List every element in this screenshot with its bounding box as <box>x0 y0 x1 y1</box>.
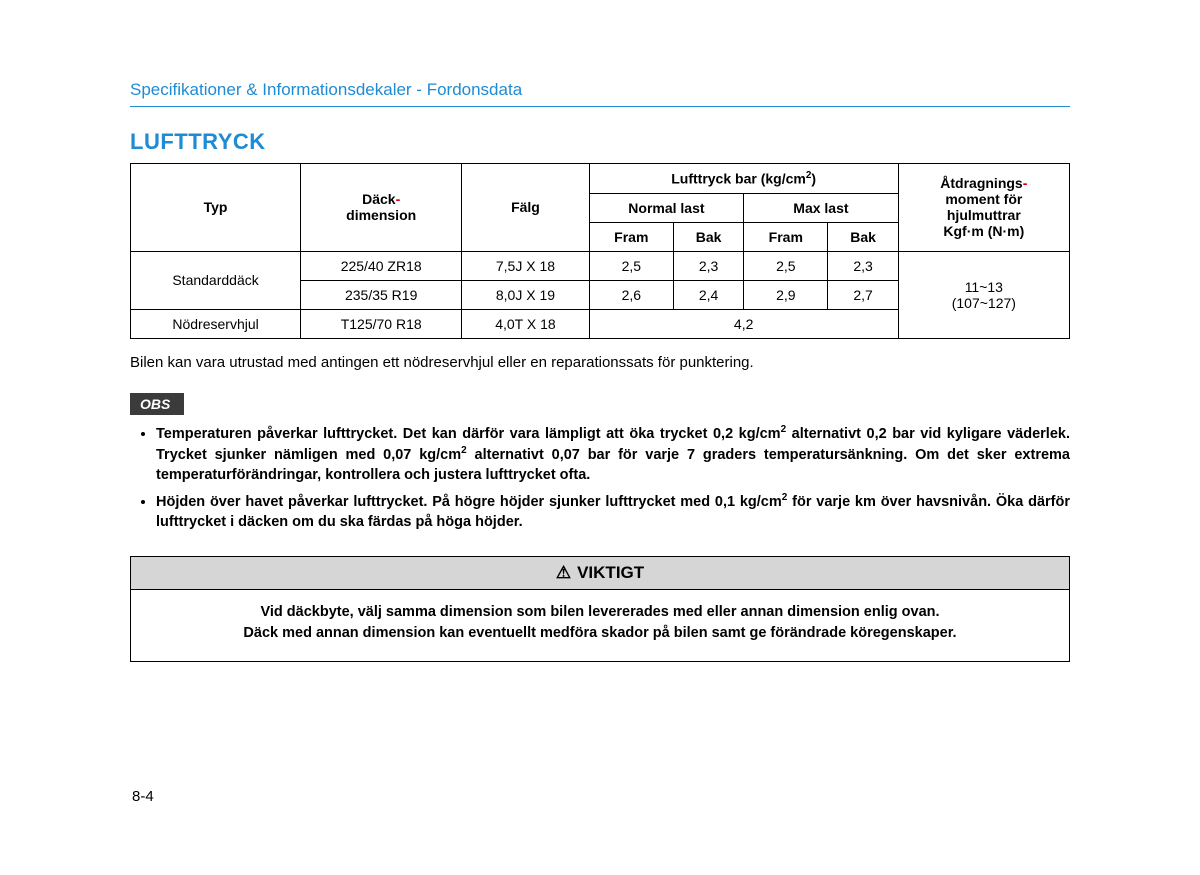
cell-mb: 2,3 <box>828 251 898 280</box>
text: Däck med annan dimension kan eventuellt … <box>243 625 956 641</box>
text: Däck <box>362 191 395 207</box>
text: Åtdragnings <box>940 175 1022 191</box>
viktigt-header: VIKTIGT <box>131 557 1069 590</box>
text: moment för <box>945 191 1022 207</box>
col-normal-fram: Fram <box>589 222 673 251</box>
cell-torque: 11~13 (107~127) <box>898 251 1069 338</box>
col-normal-bak: Bak <box>673 222 743 251</box>
text: ) <box>811 171 816 187</box>
cell-falg: 8,0J X 19 <box>462 280 589 309</box>
text: 11~13 <box>965 279 1003 295</box>
col-typ: Typ <box>131 164 301 252</box>
page-container: Specifikationer & Informationsdekaler - … <box>0 0 1200 662</box>
tire-spec-table: Typ Däck- dimension Fälg Lufttryck bar (… <box>130 163 1070 339</box>
col-normal-last: Normal last <box>589 193 744 222</box>
text: Vid däckbyte, välj samma dimension som b… <box>260 604 939 620</box>
text: Kgf·m (N·m) <box>943 223 1024 239</box>
warning-icon <box>556 563 577 582</box>
obs-list: Temperaturen påverkar lufttrycket. Det k… <box>130 423 1070 532</box>
page-number: 8-4 <box>132 788 154 805</box>
section-title: LUFTTRYCK <box>130 129 1070 155</box>
list-item: Höjden över havet påverkar lufttrycket. … <box>156 491 1070 532</box>
obs-badge: OBS <box>130 393 184 415</box>
col-max-fram: Fram <box>744 222 828 251</box>
text: hjulmuttrar <box>947 207 1021 223</box>
cell-nb: 2,4 <box>673 280 743 309</box>
text: VIKTIGT <box>577 563 644 582</box>
col-max-last: Max last <box>744 193 899 222</box>
col-max-bak: Bak <box>828 222 898 251</box>
cell-mf: 2,9 <box>744 280 828 309</box>
cell-falg: 4,0T X 18 <box>462 309 589 338</box>
hyphen: - <box>1023 175 1028 191</box>
text: dimension <box>346 207 416 223</box>
col-torque: Åtdragnings- moment för hjulmuttrar Kgf·… <box>898 164 1069 252</box>
cell-merged: 4,2 <box>589 309 898 338</box>
body-paragraph: Bilen kan vara utrustad med antingen ett… <box>130 353 1070 373</box>
col-lufttryck: Lufttryck bar (kg/cm2) <box>589 164 898 194</box>
viktigt-box: VIKTIGT Vid däckbyte, välj samma dimensi… <box>130 556 1070 662</box>
cell-nf: 2,6 <box>589 280 673 309</box>
cell-dim: 225/40 ZR18 <box>301 251 462 280</box>
list-item: Temperaturen påverkar lufttrycket. Det k… <box>156 423 1070 485</box>
col-falg: Fälg <box>462 164 589 252</box>
table-row: Standarddäck 225/40 ZR18 7,5J X 18 2,5 2… <box>131 251 1070 280</box>
cell-typ: Nödreservhjul <box>131 309 301 338</box>
text: Temperaturen påverkar lufttrycket. Det k… <box>156 426 781 442</box>
hyphen: - <box>396 191 401 207</box>
cell-falg: 7,5J X 18 <box>462 251 589 280</box>
cell-dim: T125/70 R18 <box>301 309 462 338</box>
cell-typ: Standarddäck <box>131 251 301 309</box>
text: Lufttryck bar (kg/cm <box>671 171 806 187</box>
page-header: Specifikationer & Informationsdekaler - … <box>130 80 1070 107</box>
cell-mf: 2,5 <box>744 251 828 280</box>
col-dack-dimension: Däck- dimension <box>301 164 462 252</box>
cell-nf: 2,5 <box>589 251 673 280</box>
text: (107~127) <box>952 295 1016 311</box>
text: Höjden över havet påverkar lufttrycket. … <box>156 494 782 510</box>
viktigt-body: Vid däckbyte, välj samma dimension som b… <box>131 590 1069 661</box>
cell-dim: 235/35 R19 <box>301 280 462 309</box>
cell-mb: 2,7 <box>828 280 898 309</box>
cell-nb: 2,3 <box>673 251 743 280</box>
